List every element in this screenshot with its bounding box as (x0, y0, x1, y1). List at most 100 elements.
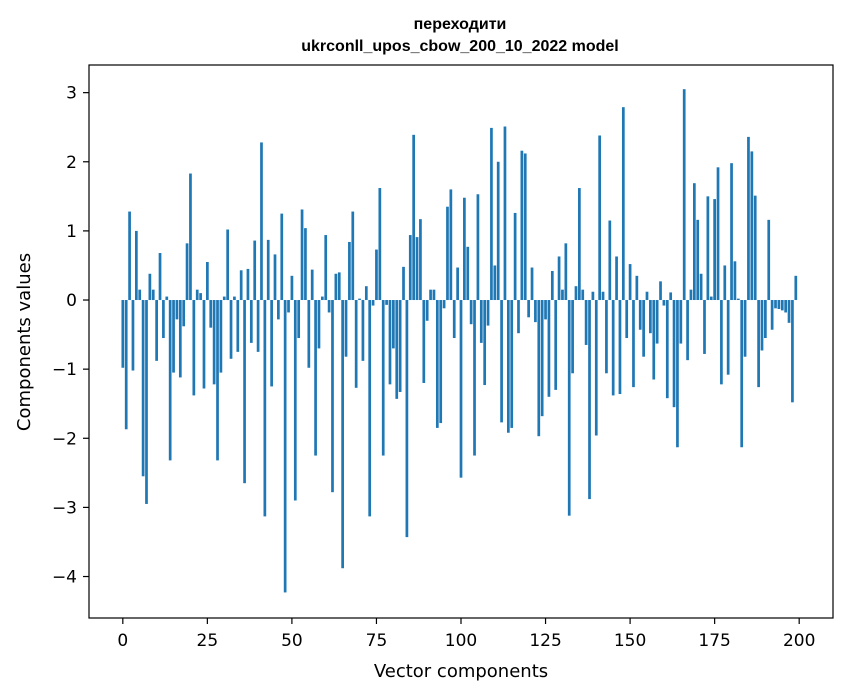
bar-5 (138, 289, 142, 301)
bar-33 (233, 296, 236, 301)
bar-113 (503, 126, 507, 301)
bar-134 (574, 286, 578, 301)
bar-13 (165, 296, 169, 301)
bar-81 (395, 300, 399, 399)
bar-48 (283, 300, 287, 593)
bar-65 (341, 300, 344, 569)
bar-178 (723, 265, 727, 301)
bar-110 (493, 265, 497, 301)
bar-89 (422, 300, 426, 383)
bar-93 (435, 300, 439, 428)
bar-15 (172, 300, 175, 373)
bar-82 (398, 300, 402, 392)
bar-139 (591, 291, 595, 301)
x-axis: 0 25 50 75 100 125 150 175 200 (117, 618, 815, 651)
x-tick-label-75: 75 (366, 631, 388, 651)
bar-149 (625, 300, 629, 339)
bar-118 (520, 150, 524, 301)
bar-117 (517, 300, 520, 334)
bar-23 (199, 293, 202, 301)
plot-frame (88, 64, 834, 619)
bar-84 (405, 300, 409, 538)
x-tick-label-150: 150 (614, 631, 646, 651)
bar-119 (523, 153, 527, 301)
bar-163 (672, 300, 676, 408)
bar-188 (757, 300, 760, 388)
bar-177 (720, 300, 723, 385)
y-axis-label: Components values (14, 253, 35, 431)
bar-80 (392, 300, 395, 349)
bar-140 (594, 300, 598, 436)
bar-159 (659, 281, 662, 301)
y-axis: −4 −3 −2 −1 0 1 2 3 (52, 84, 89, 588)
bar-198 (791, 300, 794, 403)
bar-56 (310, 269, 314, 301)
bar-24 (202, 300, 206, 389)
bar-165 (679, 300, 683, 344)
bar-68 (351, 211, 355, 301)
x-tick-label-25: 25 (197, 631, 219, 651)
bar-8 (148, 273, 152, 301)
bar-60 (324, 235, 328, 301)
bar-30 (222, 296, 226, 301)
bar-29 (219, 300, 223, 373)
bar-192 (770, 300, 774, 330)
bar-120 (527, 300, 530, 318)
bar-152 (635, 275, 639, 301)
bar-40 (256, 300, 260, 352)
bar-143 (605, 300, 608, 374)
bar-196 (784, 300, 788, 313)
bar-38 (249, 300, 253, 343)
bar-176 (716, 167, 720, 301)
bar-125 (544, 300, 547, 320)
bar-111 (496, 161, 500, 301)
bar-122 (534, 300, 537, 323)
bar-47 (280, 213, 284, 301)
bar-91 (429, 289, 432, 301)
bar-49 (287, 300, 290, 313)
bar-186 (750, 151, 754, 301)
bar-172 (703, 300, 706, 354)
bar-0 (121, 300, 125, 368)
bar-174 (709, 296, 713, 301)
bar-126 (547, 300, 551, 397)
bar-173 (706, 196, 710, 301)
bar-138 (588, 300, 591, 500)
bar-53 (300, 209, 304, 301)
bar-190 (764, 300, 767, 339)
bar-3 (131, 300, 135, 371)
x-tick-label-0: 0 (117, 631, 128, 651)
bar-97 (449, 189, 453, 301)
bar-9 (151, 289, 155, 301)
bar-17 (178, 300, 182, 378)
bars-group (121, 89, 798, 593)
bar-19 (185, 243, 189, 301)
bar-28 (216, 300, 219, 461)
bar-96 (446, 206, 449, 301)
bar-11 (158, 253, 162, 301)
bar-1 (124, 300, 128, 430)
x-tick-label-100: 100 (445, 631, 477, 651)
bar-124 (540, 300, 544, 417)
bar-123 (537, 300, 541, 437)
bar-162 (669, 292, 673, 301)
bar-75 (375, 249, 378, 301)
bar-94 (439, 300, 443, 424)
y-tick-label--2: −2 (52, 429, 77, 449)
bar-86 (412, 134, 416, 301)
bar-95 (442, 300, 446, 309)
bar-52 (297, 300, 301, 339)
bar-106 (479, 300, 483, 343)
y-tick-label-3: 3 (66, 84, 77, 104)
bar-195 (780, 300, 784, 311)
bar-191 (767, 219, 771, 301)
bar-36 (243, 300, 246, 484)
bar-129 (557, 256, 561, 301)
bar-63 (334, 273, 338, 301)
bar-104 (473, 300, 476, 456)
bar-108 (486, 300, 490, 326)
bar-85 (408, 235, 412, 301)
chart-subtitle: ukrconll_upos_cbow_200_10_2022 model (301, 38, 618, 55)
bar-148 (621, 107, 625, 301)
